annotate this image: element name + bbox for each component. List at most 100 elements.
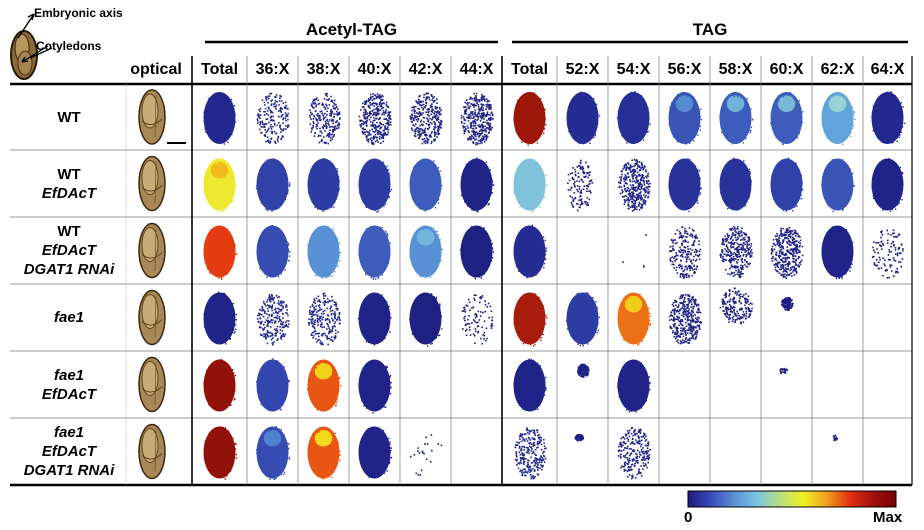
optical-seed-4 [138, 289, 166, 346]
seed-a38-row3 [307, 225, 342, 279]
seed-a36-row1 [256, 92, 290, 145]
seed-a40-row4 [357, 292, 392, 346]
seed-a_total-row6 [203, 426, 238, 480]
colorbar [687, 490, 897, 508]
seed-t54-row1 [616, 90, 651, 144]
seed-t58-row3 [719, 225, 753, 279]
optical-seed-5 [138, 356, 166, 413]
seed-a_total-row5 [203, 359, 237, 412]
seed-images [203, 90, 906, 481]
arrow-cotyledon-2 [29, 47, 53, 59]
seed-t58-row1 [719, 91, 754, 145]
seed-a_total-row1 [203, 92, 237, 145]
seed-a38-row5 [306, 359, 342, 412]
seed-a40-row3 [358, 225, 392, 280]
seed-t60-row2 [770, 157, 804, 212]
seed-t56-row1 [668, 91, 703, 145]
seed-a38-row2 [307, 158, 341, 212]
seed-a42-row2 [409, 158, 443, 212]
row-label-5: fae1 EfDAcT [14, 366, 124, 404]
seed-a_total-row4 [203, 291, 238, 345]
seed-t60-row3 [770, 226, 804, 280]
seed-a36-row6 [255, 426, 291, 481]
column-header-t_total: Total [510, 61, 549, 78]
row-label-line: DGAT1 RNAi [23, 462, 115, 479]
arrow-embryonic [17, 13, 35, 39]
cotyledons-label: Cotyledons [36, 39, 102, 53]
seed-a38-row4 [308, 292, 341, 346]
seed-a40-row5 [358, 359, 392, 414]
seed-t_total-row6 [514, 427, 547, 480]
row-label-line: fae1 [53, 366, 85, 384]
seed-a36-row4 [256, 293, 290, 346]
seed-t62-row2 [821, 158, 856, 212]
seed-t60-row1 [769, 91, 804, 146]
seed-t54-row3 [622, 234, 647, 268]
seed-t_total-row5 [513, 358, 547, 412]
column-header-t64: 64:X [870, 61, 905, 78]
optical-seed-3 [138, 222, 166, 279]
optical-seed-2 [138, 155, 166, 212]
row-label-line: fae1 [53, 424, 85, 441]
row-label-line: WT [57, 223, 81, 240]
column-header-t56: 56:X [667, 61, 702, 78]
optical-seed-6 [138, 423, 166, 480]
tag-title: TAG [692, 20, 728, 39]
seed-t_total-row4 [513, 292, 548, 347]
seed-t58-row4 [719, 287, 753, 325]
column-header-a38: 38:X [306, 61, 341, 78]
row-label-4: fae1 [14, 308, 124, 327]
row-label-line: EfDAcT [41, 385, 97, 403]
seed-a44-row3 [459, 225, 495, 280]
optical-seed-1 [138, 89, 166, 145]
seed-a36-row2 [255, 158, 291, 212]
row-label-line: EfDAcT [41, 242, 97, 259]
grid-table [10, 56, 913, 487]
seed-t64-row3 [871, 229, 904, 279]
row-label-line: fae1 [53, 309, 85, 326]
seed-a44-row4 [461, 294, 494, 345]
seed-t_total-row1 [513, 92, 547, 146]
seed-t56-row4 [668, 294, 702, 345]
seed-t52-row6 [574, 433, 584, 442]
seed-t54-row6 [617, 426, 651, 480]
column-header-a36: 36:X [255, 61, 290, 78]
column-header-a40: 40:X [357, 61, 392, 78]
acetyl-tag-title: Acetyl-TAG [305, 20, 398, 39]
seed-a40-row1 [358, 93, 392, 146]
seed-t54-row5 [616, 359, 651, 413]
header-seed-illustration [10, 13, 53, 80]
seed-a_total-row3 [203, 225, 238, 280]
seed-t52-row1 [566, 91, 601, 145]
optical-images [138, 89, 166, 480]
seed-a36-row3 [256, 225, 291, 278]
column-header-t52: 52:X [565, 61, 600, 78]
row-label-2: WT EfDAcT [14, 165, 124, 203]
seed-t52-row2 [567, 159, 594, 212]
seed-t64-row1 [871, 91, 906, 144]
seed-t60-row4 [780, 296, 794, 311]
seed-t54-row2 [617, 158, 651, 212]
seed-a36-row5 [256, 358, 291, 412]
seed-a42-row6 [409, 434, 443, 476]
seed-a42-row4 [409, 292, 443, 347]
colorbar-min-label: 0 [684, 509, 693, 526]
seed-a38-row1 [309, 92, 341, 145]
seed-a44-row1 [460, 92, 494, 146]
seed-t54-row4 [617, 292, 652, 347]
row-label-3: WT EfDAcT DGAT1 RNAi [14, 222, 124, 279]
seed-t52-row5 [577, 363, 590, 378]
seed-t_total-row2 [513, 158, 548, 213]
column-header-t54: 54:X [616, 61, 651, 78]
seed-a_total-row2 [203, 158, 237, 214]
seed-a40-row2 [358, 158, 393, 213]
seed-t62-row1 [821, 92, 856, 145]
row-label-line: EfDAcT [41, 184, 97, 202]
seed-a44-row2 [460, 157, 495, 213]
row-label-1: WT [14, 108, 124, 127]
seed-t56-row2 [668, 158, 702, 213]
seed-t58-row2 [719, 157, 752, 211]
seed-t52-row4 [565, 292, 601, 347]
optical-header: optical [130, 61, 182, 78]
